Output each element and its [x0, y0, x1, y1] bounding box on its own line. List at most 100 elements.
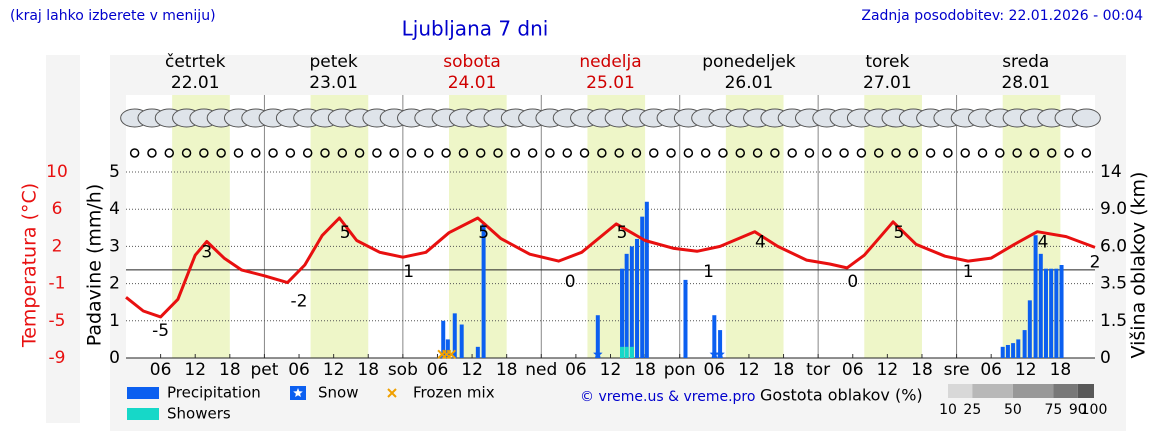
day-name: petek [310, 52, 358, 72]
day-date: 25.01 [586, 73, 635, 93]
precip-bar [441, 320, 446, 358]
wind-icon [1029, 148, 1040, 158]
wind-icon [666, 148, 676, 158]
day-name: torek [865, 52, 909, 72]
precip-bar [1059, 265, 1064, 358]
wind-icon [839, 148, 849, 158]
wind-icon [804, 148, 815, 158]
y2-tick-label: 6 [52, 199, 63, 219]
precip-bar [640, 216, 645, 358]
x-tick-label: sob [388, 360, 418, 380]
x-tick-label: 12 [1015, 360, 1037, 380]
precip-bar [620, 268, 625, 358]
precip-bar [629, 346, 634, 358]
wind-icon [873, 148, 884, 158]
wind-icon [960, 148, 970, 158]
wind-icon [787, 148, 797, 158]
wind-icon [268, 148, 278, 158]
precip-bar [1038, 253, 1043, 358]
daylight-band [864, 95, 922, 358]
wind-icon [372, 148, 382, 158]
wind-icon [562, 148, 572, 158]
wind-icon [216, 148, 226, 158]
x-tick-label: 06 [980, 360, 1002, 380]
x-tick-label: 06 [288, 360, 310, 380]
y-tick-label: 5 [109, 162, 120, 182]
precip-bar [1016, 339, 1021, 358]
day-name: ponedeljek [702, 52, 796, 72]
day-name: nedelja [579, 52, 641, 72]
day-date: 23.01 [309, 73, 358, 93]
wind-icon [129, 148, 140, 158]
precip-bar [452, 313, 457, 358]
colorbar-tick: 100 [1081, 402, 1108, 418]
wind-icon [614, 148, 624, 158]
wind-icon [493, 148, 503, 158]
colorbar-tick: 50 [1004, 402, 1022, 418]
updated: Zadnja posodobitev: 22.01.2026 - 00:04 [861, 8, 1143, 24]
wind-icon [891, 148, 901, 158]
legend-label: Showers [167, 405, 231, 423]
x-tick-label: 12 [738, 360, 760, 380]
x-tick-label: 18 [1050, 360, 1072, 380]
wind-icon [199, 148, 209, 158]
x-tick-label: 06 [704, 360, 726, 380]
y2-tick-label: -9 [49, 348, 66, 368]
y3-label: Višina oblakov (km) [1128, 172, 1150, 359]
wind-icon [354, 148, 365, 158]
daylight-band [310, 95, 369, 358]
wind-icon [995, 148, 1005, 158]
colorbar-cell [948, 384, 973, 398]
colorbar-tick: 90 [1069, 402, 1087, 418]
y-label: Padavine (mm/h) [84, 184, 106, 347]
precip-bar [712, 315, 717, 358]
legend-label: Precipitation [167, 384, 261, 402]
temp-axis-panel [46, 55, 80, 423]
plot-layer: -5 3 -2 5 1 5 0 5 1 4 0 5 1 4 2 [125, 201, 1100, 359]
colorbar-tick: 10 [939, 402, 957, 418]
temp-label: 5 [617, 223, 628, 243]
wind-icon [770, 148, 780, 158]
wind-icon [1081, 148, 1092, 158]
wind-icon [752, 148, 763, 158]
y3-tick-label: 3.5 [1100, 274, 1127, 294]
legend-star [293, 388, 303, 397]
temperature-line [125, 216, 1096, 319]
temp-label: 1 [703, 262, 714, 282]
temp-label: 5 [478, 223, 489, 243]
x-tick-label: sre [944, 360, 970, 380]
x-tick-label: 06 [565, 360, 587, 380]
credit: © vreme.us & vreme.pro [580, 389, 755, 405]
wind-icon [389, 148, 399, 158]
legend-swatch [127, 408, 159, 420]
x-tick-label: 18 [911, 360, 933, 380]
x-tick-label: 12 [877, 360, 899, 380]
wind-icon [631, 148, 642, 158]
y2-label: Temperatura (°C) [19, 183, 41, 348]
legend-swatch [387, 388, 397, 398]
precip-bar [445, 339, 450, 358]
colorbar-label: Gostota oblakov (%) [760, 386, 923, 405]
x-tick-label: ned [525, 360, 557, 380]
colorbar-cell [1077, 384, 1094, 398]
wind-icon [1046, 148, 1057, 158]
daylight-band [172, 95, 230, 358]
colorbar-cell [1012, 384, 1054, 398]
y3-tick-label: 1.5 [1100, 311, 1127, 331]
wind-icon [406, 148, 417, 158]
wind-icon [475, 148, 486, 158]
temp-label: 4 [1038, 233, 1049, 253]
y3-tick-label: 9.0 [1100, 199, 1127, 219]
legend-label: Snow [318, 384, 358, 402]
x-tick-label: 18 [357, 360, 379, 380]
wind-icon [597, 148, 607, 158]
precip-bar [475, 346, 480, 358]
temp-label: 0 [565, 272, 576, 292]
legend-swatch [127, 387, 159, 399]
colorbar-cell [972, 384, 1013, 398]
snow-marker [715, 349, 725, 359]
precip-bar [459, 324, 464, 358]
weather-icon [1071, 108, 1101, 128]
x-tick-label: 18 [634, 360, 656, 380]
